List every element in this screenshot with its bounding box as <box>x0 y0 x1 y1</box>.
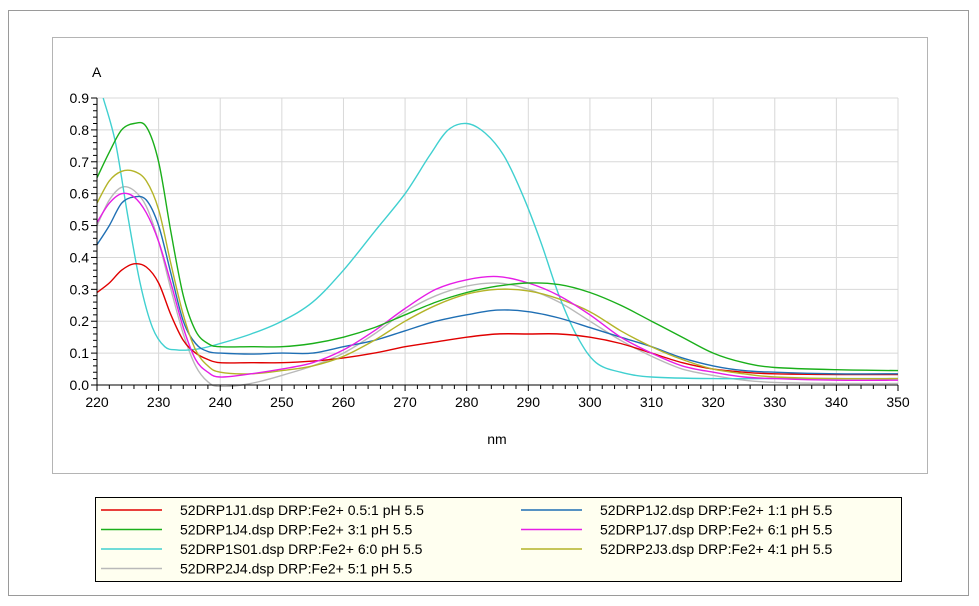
series-lines <box>97 97 898 387</box>
y-tick-label: 0.7 <box>70 154 90 170</box>
legend-label-4: 52DRP1S01.dsp DRP:Fe2+ 6:0 pH 5.5 <box>180 541 423 557</box>
x-tick-label: 290 <box>517 394 541 410</box>
x-tick-label: 300 <box>578 394 602 410</box>
series-line-4 <box>102 97 898 380</box>
plot-panel <box>52 37 928 474</box>
y-tick-label: 0.6 <box>70 186 90 202</box>
legend-label-2: 52DRP1J4.dsp DRP:Fe2+ 3:1 pH 5.5 <box>180 522 413 538</box>
y-tick-label: 0.4 <box>70 249 90 265</box>
y-tick-label: 0.8 <box>70 122 90 138</box>
legend-label-6: 52DRP2J4.dsp DRP:Fe2+ 5:1 pH 5.5 <box>180 561 413 577</box>
series-line-2 <box>97 121 898 372</box>
legend <box>95 497 902 582</box>
x-tick-label: 330 <box>763 394 787 410</box>
x-axis-title: nm <box>487 431 506 447</box>
legend-label-5: 52DRP2J3.dsp DRP:Fe2+ 4:1 pH 5.5 <box>600 541 833 557</box>
x-tick-label: 340 <box>825 394 849 410</box>
legend-entries: 52DRP1J1.dsp DRP:Fe2+ 0.5:1 pH 5.5 52DRP1… <box>101 502 833 577</box>
x-tick-label: 270 <box>393 394 417 410</box>
x-tick-label: 310 <box>640 394 664 410</box>
series-line-3 <box>97 192 898 382</box>
x-tick-label: 260 <box>332 394 356 410</box>
x-tick-label: 280 <box>455 394 479 410</box>
y-tick-label: 0.3 <box>70 281 90 297</box>
grid-lines <box>96 97 899 386</box>
y-tick-label: 0.0 <box>70 377 90 393</box>
legend-label-3: 52DRP1J7.dsp DRP:Fe2+ 6:1 pH 5.5 <box>600 522 833 538</box>
series-line-1 <box>97 195 898 375</box>
x-tick-label: 220 <box>85 394 109 410</box>
x-tick-label: 230 <box>147 394 171 410</box>
y-tick-label: 0.2 <box>70 313 90 329</box>
y-axis-title: A <box>92 64 102 80</box>
x-tick-label: 240 <box>209 394 233 410</box>
axes: 220 230 240 250 260 270 280 290 300 310 320 330 340 3… <box>70 90 910 410</box>
series-line-0 <box>97 262 898 376</box>
series-line-5 <box>97 169 898 380</box>
legend-label-1: 52DRP1J2.dsp DRP:Fe2+ 1:1 pH 5.5 <box>600 502 833 518</box>
y-tick-label: 0.5 <box>70 218 90 234</box>
x-tick-label: 250 <box>270 394 294 410</box>
x-tick-label: 350 <box>886 394 910 410</box>
y-tick-label: 0.9 <box>70 90 90 106</box>
legend-label-0: 52DRP1J1.dsp DRP:Fe2+ 0.5:1 pH 5.5 <box>180 502 424 518</box>
y-tick-label: 0.1 <box>70 345 90 361</box>
x-tick-label: 320 <box>701 394 725 410</box>
